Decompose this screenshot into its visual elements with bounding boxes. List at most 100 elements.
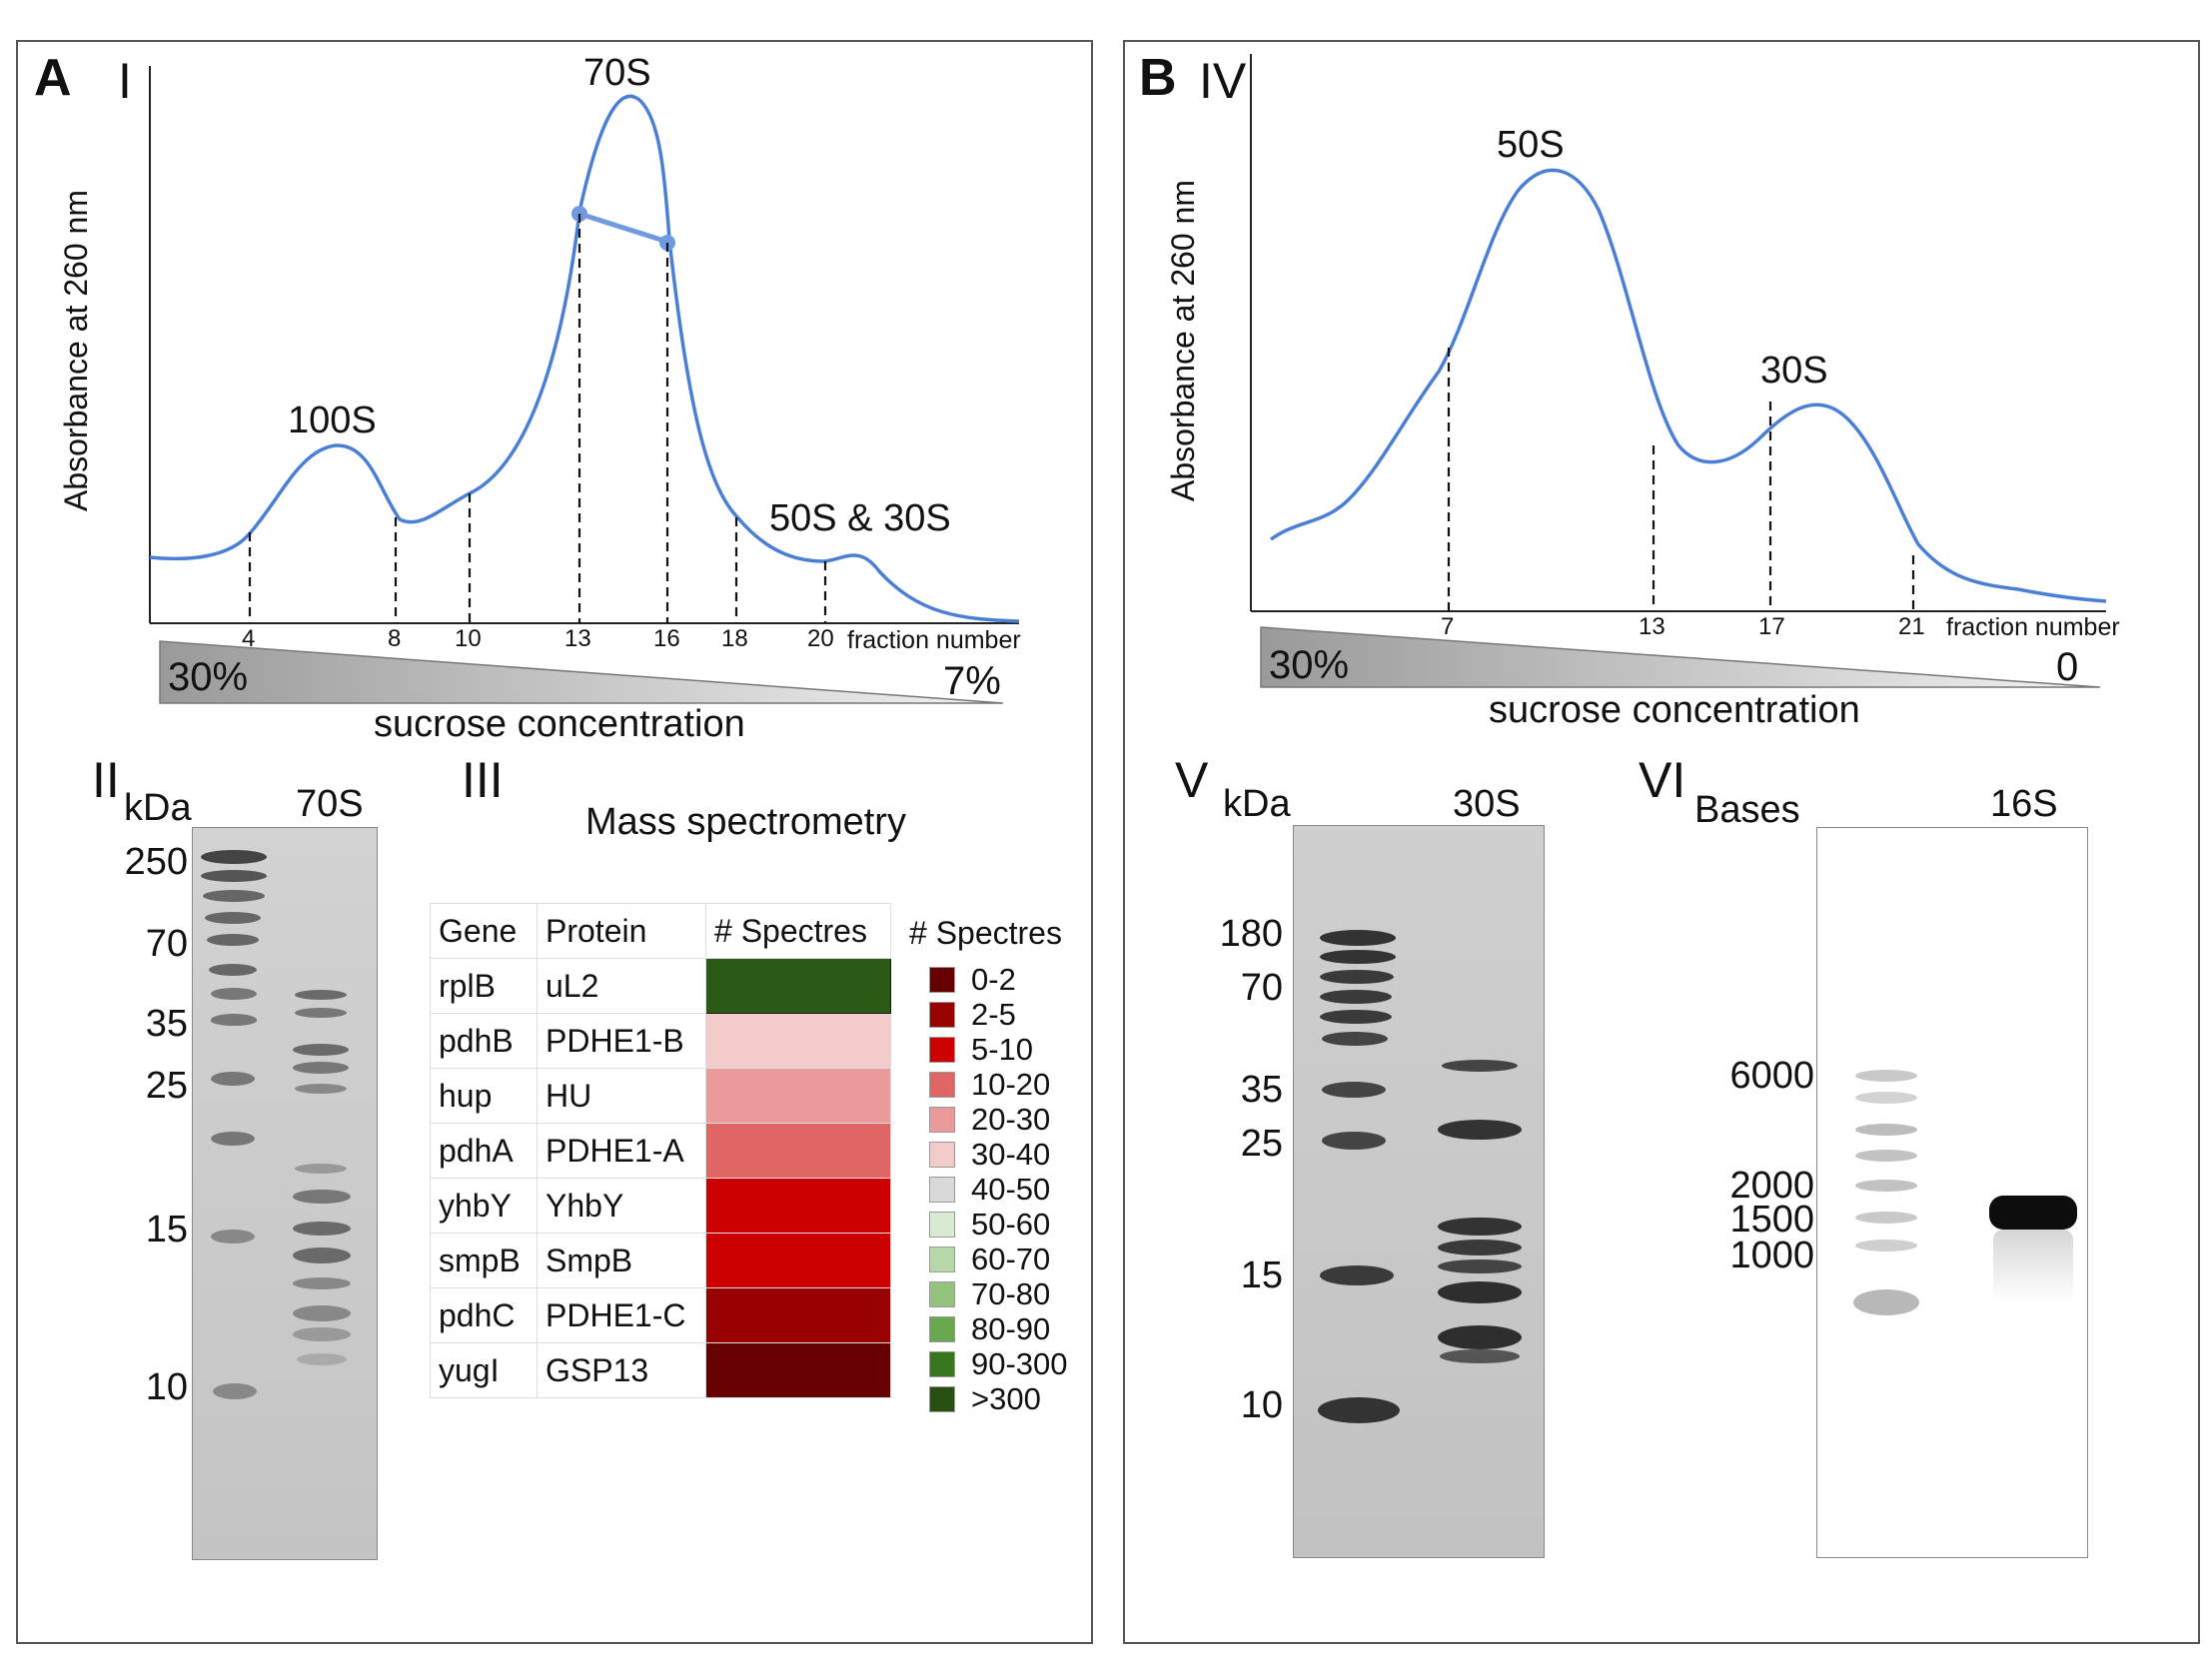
ms-spectres-cell [705, 1342, 891, 1398]
plot-iv-curve [1269, 168, 2107, 603]
gel-ii-ladder-band [201, 850, 267, 864]
plot-i-pct-high: 30% [168, 655, 249, 699]
legend-label: 50-60 [971, 1207, 1051, 1242]
legend-item: 10-20 [929, 1067, 1050, 1102]
plot-iv-sucrose-label: sucrose concentration [1489, 689, 1860, 731]
gel-ii-ladder-band [211, 1072, 255, 1086]
gel-vi-ladder-band [1855, 1212, 1917, 1224]
plot-iv-label: IV [1199, 53, 1247, 109]
ms-protein: PDHE1-A [537, 1123, 706, 1179]
panel-b-label: B [1139, 49, 1177, 107]
legend-label: 60-70 [971, 1242, 1051, 1276]
plot-i-sucrose-wedge [159, 640, 1004, 704]
gel-v-marker-35: 35 [1240, 1069, 1283, 1111]
gel-ii-ladder-band [201, 870, 267, 882]
gel-ii-label: II [92, 752, 120, 808]
legend-swatch [929, 1212, 955, 1238]
plot-iv-chart [1250, 54, 2107, 688]
gel-v-ladder-band [1320, 930, 1396, 946]
plot-i-tick-20: 20 [807, 625, 834, 652]
plot-i-tick-16: 16 [653, 625, 680, 652]
legend-label: 2-5 [971, 997, 1016, 1032]
legend-swatch [929, 1281, 955, 1307]
table-iii-title: Mass spectrometry [585, 801, 906, 843]
gel-v-ladder-band [1322, 1082, 1386, 1098]
gel-ii-sample-band [293, 1222, 351, 1236]
gel-v-sample-band [1438, 1259, 1522, 1273]
gel-ii-sample-band [295, 990, 347, 1000]
plot-iv-tick-7: 7 [1441, 613, 1455, 640]
table-row: hup HU [430, 1068, 891, 1124]
gel-ii-sample-band [293, 1327, 351, 1341]
gel-v-ladder-band [1320, 1265, 1394, 1285]
ms-gene: hup [430, 1068, 538, 1124]
ms-protein: uL2 [537, 958, 706, 1014]
plot-i-tick-4: 4 [242, 625, 256, 652]
gel-ii-ladder-band [211, 1230, 255, 1244]
ms-header-spectres: # Spectres [705, 903, 891, 959]
plot-iv-tick-21: 21 [1898, 613, 1925, 640]
ms-header-protein: Protein [537, 903, 706, 959]
gel-ii-sample-band [297, 1353, 347, 1365]
gel-vi-ladder-band [1855, 1150, 1917, 1162]
legend-label: 5-10 [971, 1032, 1034, 1067]
legend-item: 60-70 [929, 1242, 1051, 1276]
ms-protein: SmpB [537, 1233, 706, 1288]
ms-spectres-cell [705, 958, 891, 1014]
gel-vi-marker-6000: 6000 [1729, 1055, 1814, 1097]
ms-spectres-cell [705, 1013, 891, 1069]
table-row: rplB uL2 [430, 958, 891, 1014]
gel-v-sample-band [1442, 1060, 1518, 1072]
gel-v-ladder-band [1322, 1032, 1388, 1046]
table-row: yhbY YhbY [430, 1178, 891, 1234]
gel-vi-marker-2000: 2000 [1729, 1165, 1814, 1207]
gel-ii-marker-25: 25 [145, 1065, 188, 1107]
plot-iv-sucrose-wedge [1260, 626, 2101, 688]
gel-ii-ladder-band [203, 890, 265, 902]
legend-item: 90-300 [929, 1346, 1068, 1381]
ms-protein: PDHE1-B [537, 1013, 706, 1069]
gel-vi-ladder-band [1855, 1092, 1917, 1104]
gel-ii-sample-band [293, 1248, 351, 1263]
gel-v-sample-band [1438, 1240, 1522, 1255]
gel-v-ladder-band [1320, 950, 1396, 964]
gel-ii-marker-35: 35 [145, 1003, 188, 1045]
ms-gene: pdhC [430, 1287, 538, 1343]
legend-swatch [929, 1247, 955, 1272]
plot-i-peak-100s: 100S [288, 400, 377, 441]
legend-swatch [929, 1351, 955, 1377]
legend-item: 80-90 [929, 1311, 1051, 1346]
gel-v-marker-180: 180 [1219, 913, 1283, 955]
ms-table-header: Gene Protein # Spectres [430, 903, 891, 959]
gel-ii-marker-250: 250 [124, 841, 188, 883]
plot-iv-peak-30s: 30S [1760, 350, 1828, 392]
gel-v-sample-band [1438, 1325, 1522, 1349]
legend-label: 30-40 [971, 1137, 1051, 1172]
legend-item: 40-50 [929, 1172, 1051, 1207]
gel-v-sample-band [1440, 1349, 1520, 1363]
gel-v-ladder-band [1322, 1132, 1386, 1150]
plot-i-shift-line [578, 211, 668, 245]
gel-v-sample-band [1438, 1120, 1522, 1140]
gel-v-sample-band [1438, 1218, 1522, 1236]
legend-item: 5-10 [929, 1032, 1034, 1067]
gel-ii-sample-band [293, 1277, 351, 1289]
legend-swatch [929, 967, 955, 993]
ms-gene: rplB [430, 958, 538, 1014]
legend-swatch [929, 1386, 955, 1412]
gel-v-ladder-band [1320, 1010, 1392, 1024]
gel-v-marker-15: 15 [1240, 1254, 1283, 1296]
legend-label: 80-90 [971, 1311, 1051, 1346]
gel-vi-image [1816, 827, 2088, 1558]
legend-item: 70-80 [929, 1276, 1050, 1311]
gel-v-marker-25: 25 [1240, 1123, 1283, 1165]
plot-i-peak-70s: 70S [583, 52, 651, 94]
gel-v-marker-10: 10 [1240, 1384, 1283, 1426]
gel-v-ladder-band [1320, 990, 1392, 1004]
plot-iv-fraction-label: fraction number [1946, 613, 2120, 641]
gel-v-lane-30s: 30S [1453, 783, 1521, 825]
legend-label: >300 [971, 1381, 1041, 1416]
plot-i-fraction-label: fraction number [847, 626, 1021, 654]
gel-ii-kda: kDa [124, 787, 192, 829]
legend-label: 40-50 [971, 1172, 1051, 1207]
